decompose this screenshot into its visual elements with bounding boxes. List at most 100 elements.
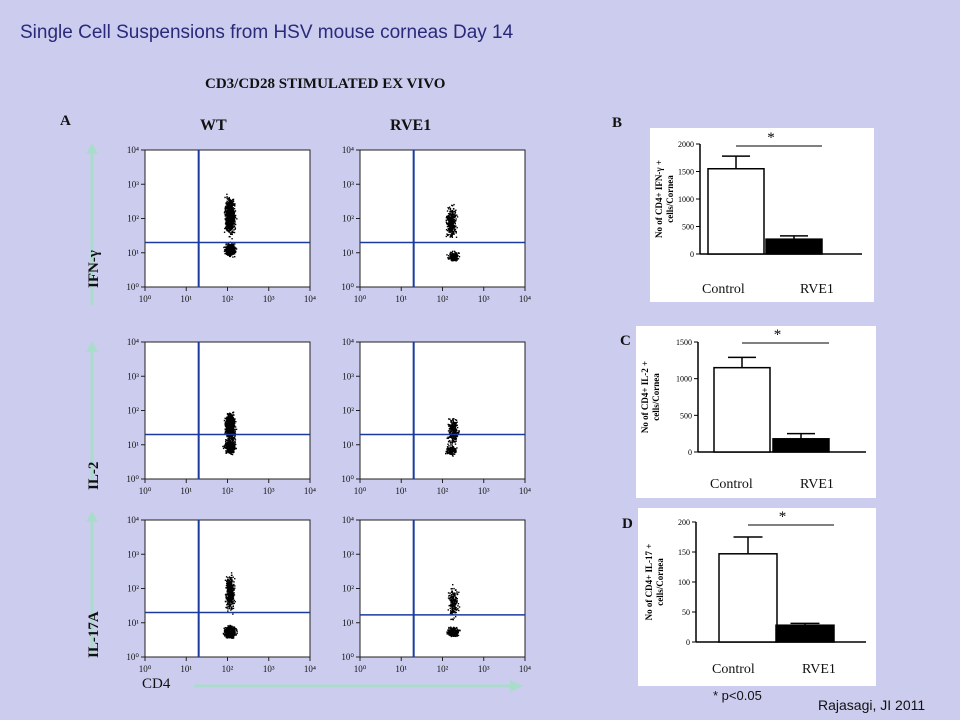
event-dot [224,430,227,433]
event-dot [228,431,230,434]
event-dot [229,447,231,449]
event-dot [232,595,235,598]
event-dot [454,443,457,445]
event-dot [228,252,231,254]
event-dot [457,607,459,610]
event-dot [450,226,453,228]
event-dot [229,452,231,454]
event-dot [455,422,457,425]
event-dot [236,632,238,635]
event-dot [450,424,453,426]
event-dot [453,215,456,218]
event-dot [449,209,452,211]
event-dot [233,635,235,637]
event-dot [454,213,456,215]
event-dot [228,222,230,224]
event-dot [226,441,229,443]
event-dot [230,233,232,235]
event-dot [448,216,450,218]
event-dot [229,428,232,430]
event-dot [225,220,228,222]
event-dot [452,427,454,429]
event-dot [455,253,458,255]
event-dot [230,437,233,439]
event-dot [233,594,236,596]
event-dot [228,206,231,209]
event-dot [231,238,233,240]
x-tick-label: 10⁰ [354,294,367,304]
x-tick-label: 10⁰ [354,486,367,496]
event-dot [227,581,229,584]
event-dot [226,450,228,453]
event-dot [223,419,226,422]
event-dot [232,256,234,258]
event-dot [229,631,231,633]
event-dot [454,423,456,426]
event-dot [228,417,231,419]
event-dot [454,254,456,256]
event-dot [228,590,231,593]
event-dot [229,200,232,202]
event-dot [231,432,234,434]
event-dot [451,432,454,434]
event-dot [227,211,229,213]
event-dot [233,602,235,605]
event-dot [224,422,227,425]
y-tick-label: 10⁰ [341,652,354,662]
event-dot [455,209,457,211]
event-dot [225,253,228,255]
y-tick-label: 10⁰ [126,474,139,484]
event-dot [452,592,454,595]
x-tick-label: 10¹ [395,664,407,674]
event-dot [229,212,231,215]
flow-plot-background [359,519,526,658]
event-dot [228,446,230,449]
event-dot [224,428,227,431]
event-dot [458,430,460,432]
event-dot [223,633,225,636]
event-dot [228,419,231,421]
event-dot [451,257,454,259]
event-dot [225,228,227,230]
event-dot [234,587,236,589]
event-dot [223,446,226,448]
event-dot [231,246,233,248]
event-dot [453,453,456,455]
x-tick-label: 10³ [478,294,490,304]
event-dot [453,617,455,619]
event-dot [447,443,449,445]
x-tick-label: 10⁴ [519,664,531,674]
event-dot [230,435,232,438]
event-dot [227,214,229,216]
event-dot [232,637,235,639]
event-dot [227,437,229,440]
event-dot [229,450,231,453]
event-dot [456,216,459,218]
x-tick-label: 10¹ [395,486,407,496]
event-dot [226,221,229,223]
event-dot [447,418,450,420]
event-dot [452,226,454,229]
event-dot [235,629,238,631]
event-dot [229,426,232,429]
event-dot [457,258,460,260]
event-dot [453,451,455,453]
event-dot [455,231,457,233]
event-dot [232,208,234,210]
event-dot [229,448,232,450]
event-dot [233,589,235,591]
event-dot [451,435,453,437]
event-dot [456,431,459,434]
event-dot [234,203,236,205]
event-dot [227,594,229,596]
event-dot [452,219,455,221]
event-dot [231,221,234,223]
event-dot [232,576,234,578]
event-dot [450,427,453,429]
event-dot [230,598,233,601]
x-tick-label: 10³ [263,486,275,496]
event-dot [233,208,236,210]
event-dot [231,453,234,456]
event-dot [224,633,226,635]
event-dot [234,431,236,433]
